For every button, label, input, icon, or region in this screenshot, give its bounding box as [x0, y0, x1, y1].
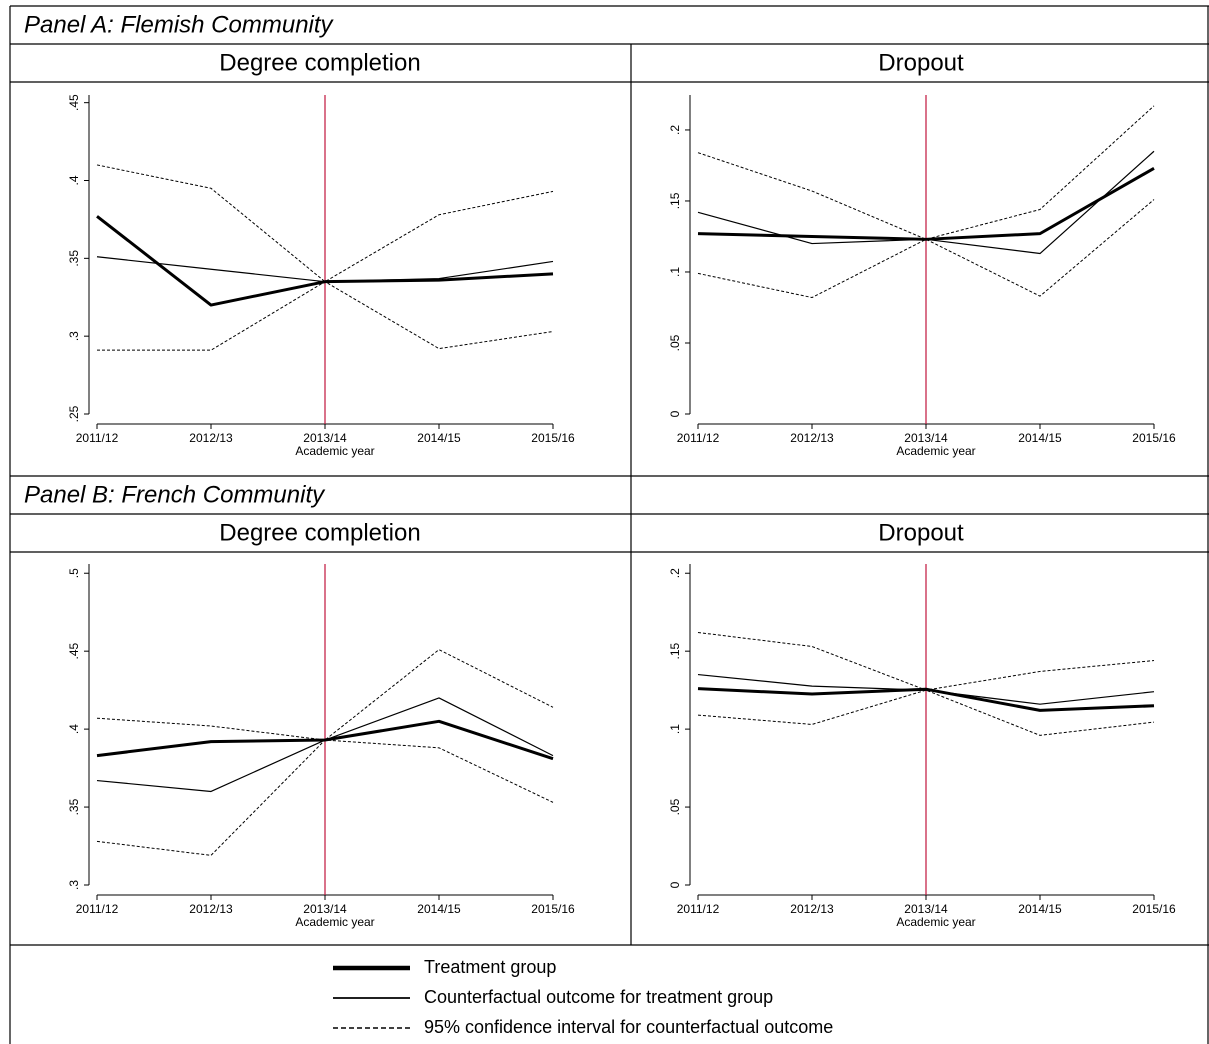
x-tick-label: 2014/15: [1018, 902, 1062, 916]
x-tick-label: 2011/12: [76, 431, 119, 445]
y-tick-label: .3: [67, 331, 81, 341]
y-tick-label: .5: [67, 568, 81, 578]
y-tick-label: .1: [668, 724, 682, 734]
y-tick-label: .2: [668, 568, 682, 578]
y-tick-label: .35: [67, 798, 81, 815]
x-tick-label: 2013/14: [303, 431, 347, 445]
x-tick-label: 2011/12: [677, 431, 720, 445]
x-tick-label: 2013/14: [303, 902, 347, 916]
y-tick-label: 0: [668, 410, 682, 417]
x-axis-label: Academic year: [295, 444, 374, 458]
legend-label: Counterfactual outcome for treatment gro…: [424, 987, 773, 1007]
y-tick-label: .05: [668, 798, 682, 815]
x-tick-label: 2015/16: [1132, 902, 1176, 916]
y-tick-label: .45: [67, 643, 81, 660]
chart-title: Degree completion: [219, 49, 420, 76]
y-tick-label: 0: [668, 881, 682, 888]
y-tick-label: .35: [67, 250, 81, 267]
table-borders: [9, 5, 1209, 1044]
y-tick-label: .1: [668, 267, 682, 277]
series-line: [96, 215, 554, 307]
panel-label: Panel B: French Community: [24, 481, 326, 508]
x-tick-label: 2011/12: [76, 902, 119, 916]
series-line: [96, 649, 554, 741]
y-tick-label: .05: [668, 334, 682, 351]
x-tick-label: 2015/16: [1132, 431, 1176, 445]
legend-label: Treatment group: [424, 957, 556, 977]
x-axis-label: Academic year: [896, 915, 975, 929]
series-line: [697, 687, 1155, 712]
x-tick-label: 2015/16: [531, 431, 575, 445]
y-tick-label: .25: [67, 405, 81, 422]
series-line: [697, 689, 1155, 736]
legend-label: 95% confidence interval for counterfactu…: [424, 1017, 833, 1037]
x-axis-label: Academic year: [295, 915, 374, 929]
x-tick-label: 2014/15: [417, 902, 461, 916]
x-tick-label: 2012/13: [790, 431, 834, 445]
y-tick-label: .3: [67, 880, 81, 890]
y-tick-label: .4: [67, 175, 81, 185]
x-tick-label: 2013/14: [904, 902, 948, 916]
series-line: [96, 719, 554, 761]
x-tick-label: 2012/13: [189, 431, 233, 445]
x-tick-label: 2014/15: [1018, 431, 1062, 445]
series-line: [96, 164, 554, 283]
x-tick-label: 2015/16: [531, 902, 575, 916]
y-tick-label: .15: [668, 192, 682, 209]
x-tick-label: 2012/13: [790, 902, 834, 916]
x-tick-label: 2012/13: [189, 902, 233, 916]
x-axis-label: Academic year: [896, 444, 975, 458]
series-line: [697, 166, 1155, 241]
series-line: [697, 105, 1155, 240]
x-tick-label: 2011/12: [677, 902, 720, 916]
x-tick-label: 2013/14: [904, 431, 948, 445]
chart-title: Dropout: [878, 49, 964, 76]
x-tick-label: 2014/15: [417, 431, 461, 445]
y-tick-label: .4: [67, 724, 81, 734]
chart-title: Dropout: [878, 519, 964, 546]
panel-label: Panel A: Flemish Community: [24, 11, 335, 38]
chart-title: Degree completion: [219, 519, 420, 546]
series-line: [697, 199, 1155, 299]
y-tick-label: .15: [668, 643, 682, 660]
y-tick-label: .2: [668, 125, 682, 135]
y-tick-label: .45: [67, 94, 81, 111]
